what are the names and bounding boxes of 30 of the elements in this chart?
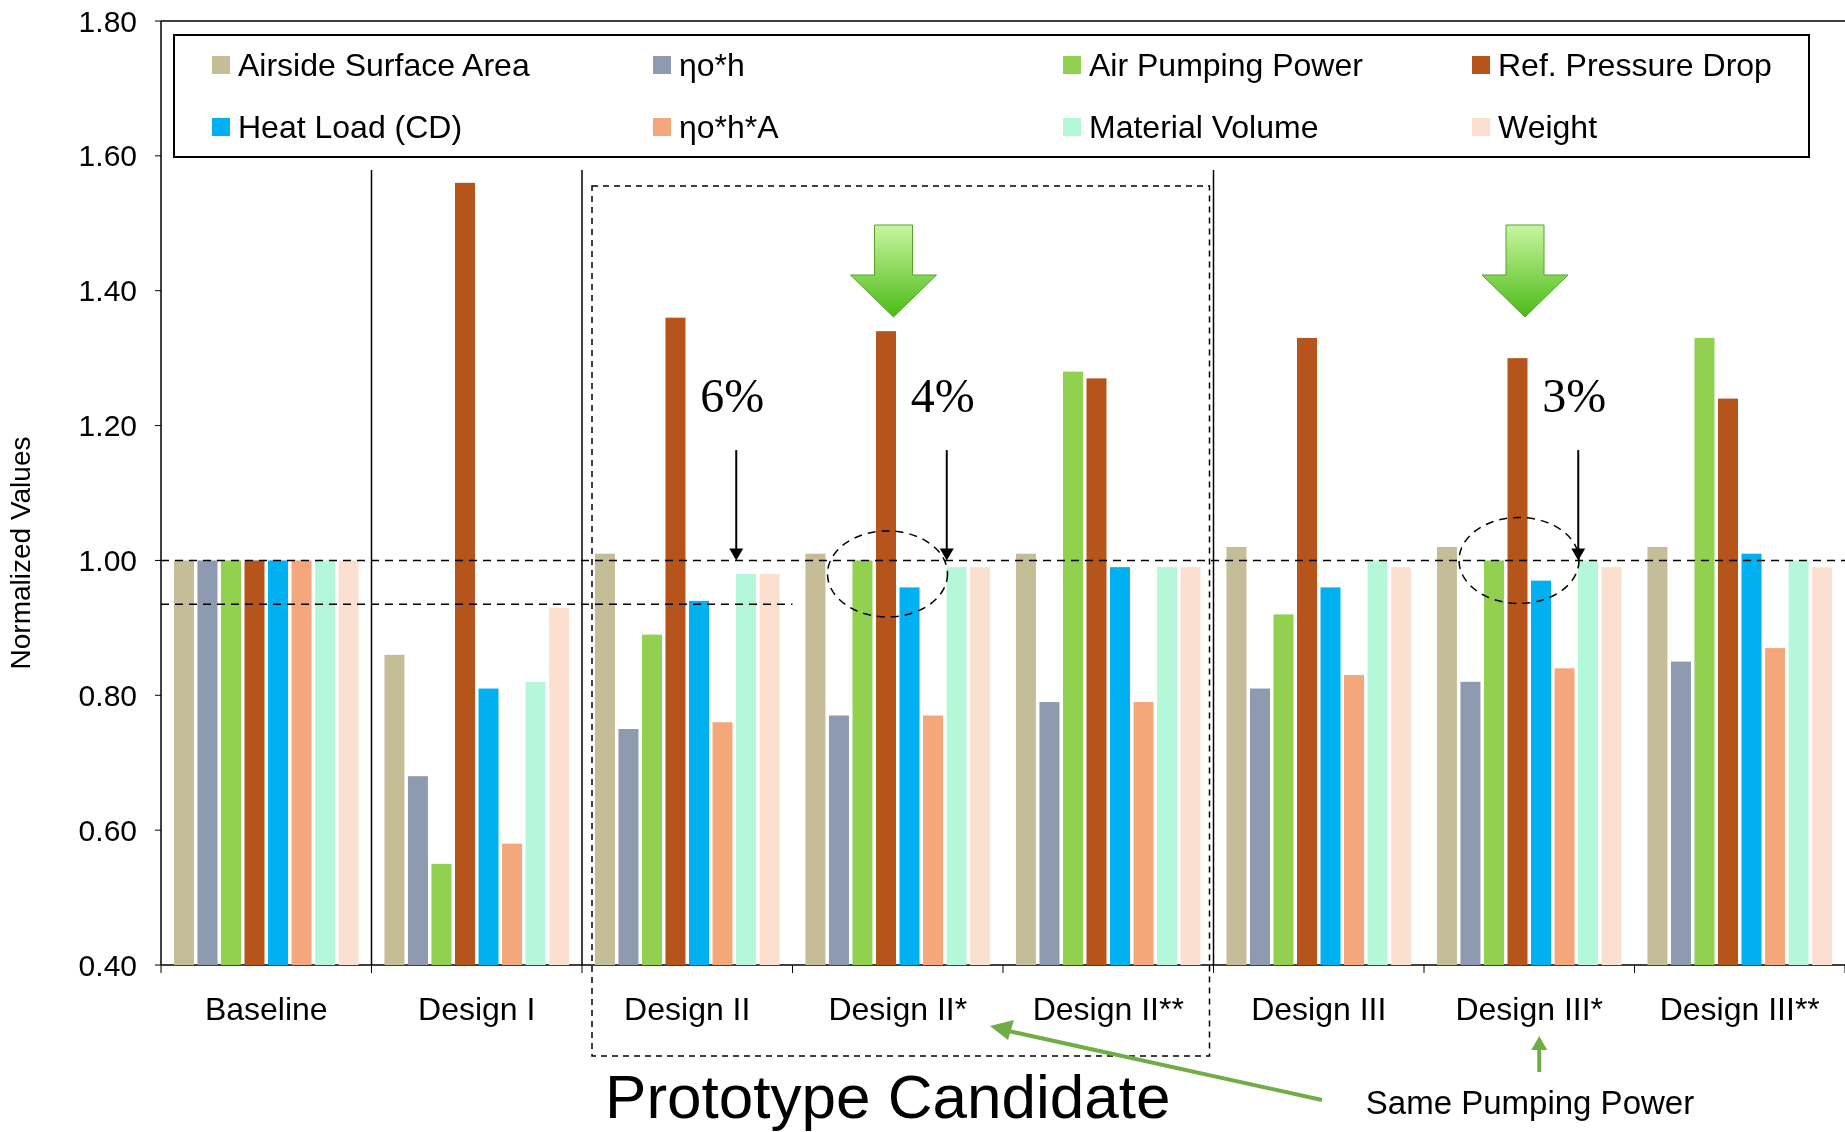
x-tick-label: Design II* — [828, 991, 968, 1027]
legend-label: Ref. Pressure Drop — [1498, 47, 1772, 84]
x-tick-label: Baseline — [204, 991, 328, 1027]
x-tick-label: Design I — [418, 991, 536, 1027]
legend-label: ηo*h*A — [679, 109, 780, 146]
legend-label: Air Pumping Power — [1089, 47, 1364, 84]
legend-label: Heat Load (CD) — [238, 109, 463, 146]
legend-label: ηo*h — [679, 47, 745, 84]
x-tick-label: Design II** — [1032, 991, 1184, 1027]
y-tick-label: 0.40 — [78, 948, 137, 982]
legend-label: Weight — [1498, 109, 1598, 146]
y-tick-label: 0.80 — [78, 678, 137, 712]
text: Prototype Candidate — [605, 1062, 1171, 1131]
legend-label: Material Volume — [1089, 109, 1319, 146]
x-tick-label: Design III — [1251, 991, 1387, 1027]
annotation: 3% — [1542, 369, 1607, 423]
y-tick-label: 1.40 — [78, 274, 137, 308]
y-axis-title: Normalized Values — [5, 436, 36, 670]
y-tick-label: 1.20 — [78, 409, 137, 443]
legend-label: Airside Surface Area — [238, 47, 530, 84]
x-tick-label: Design III** — [1659, 991, 1820, 1027]
y-tick-label: 0.60 — [78, 813, 137, 847]
x-tick-label: Design III* — [1455, 991, 1604, 1027]
x-tick-label: Design II — [624, 991, 751, 1027]
text: Same Pumping Power — [1365, 1084, 1695, 1121]
annotation: 4% — [910, 369, 975, 423]
y-tick-label: 1.00 — [78, 543, 137, 577]
annotation: 6% — [700, 369, 765, 423]
y-tick-label: 1.60 — [78, 139, 137, 173]
y-tick-label: 1.80 — [78, 4, 137, 38]
